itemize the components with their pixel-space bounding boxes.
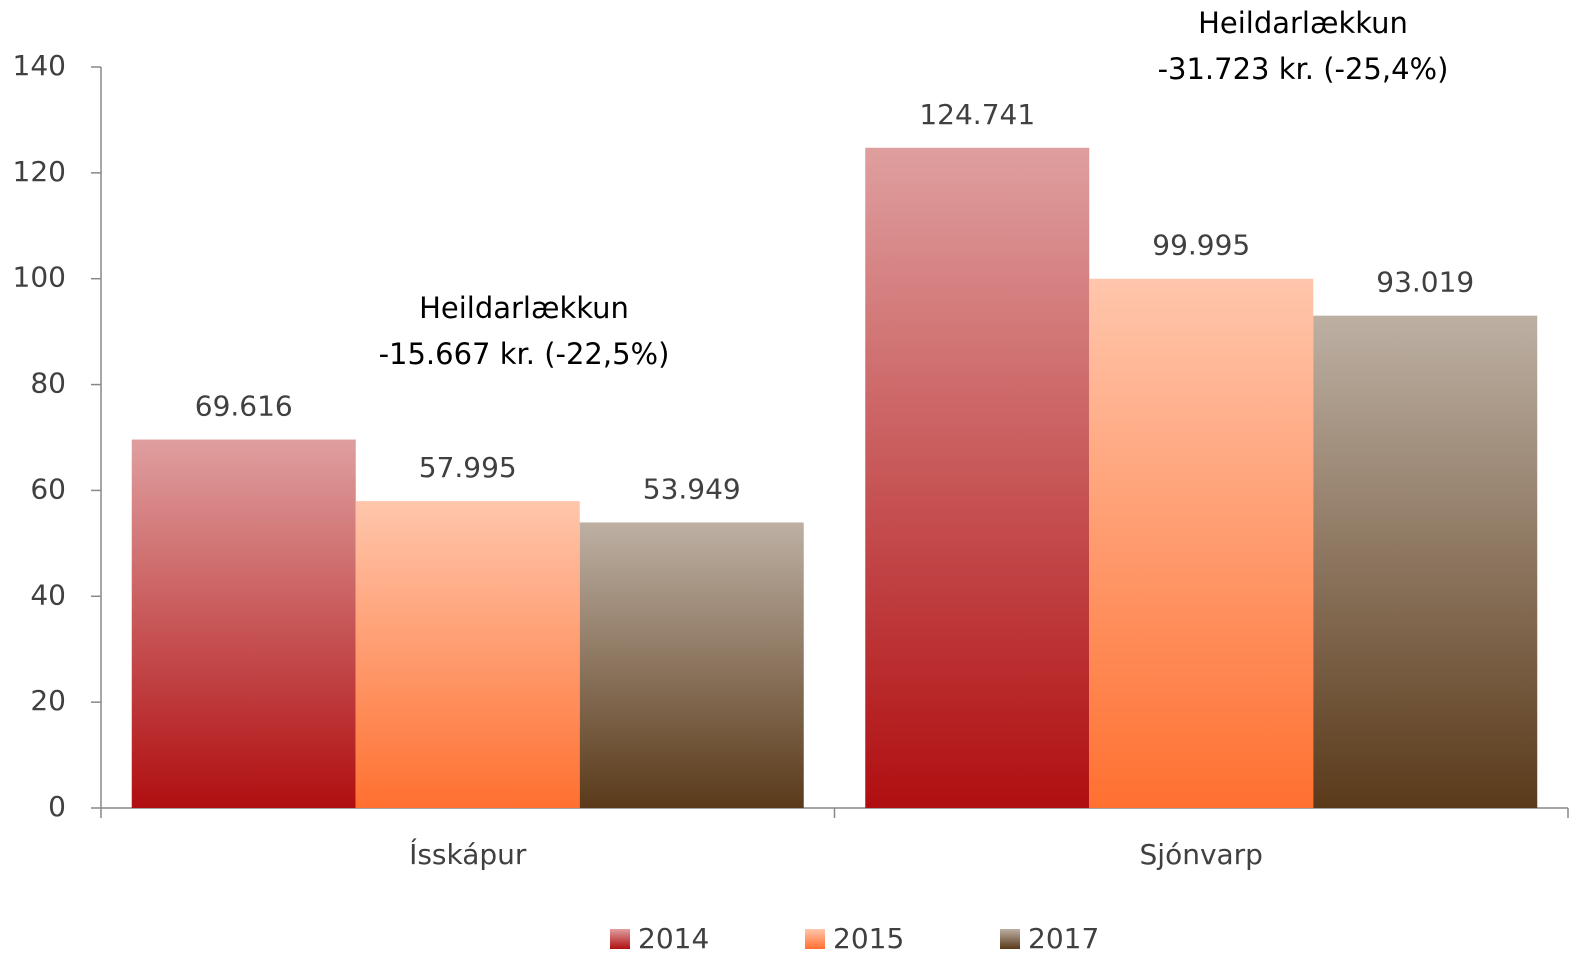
legend-label: 2014	[638, 922, 709, 955]
data-label: 53.949	[643, 472, 741, 505]
legend-swatch	[805, 929, 825, 949]
data-label: 69.616	[195, 390, 293, 423]
x-tick-label: Sjónvarp	[1140, 838, 1263, 871]
annotation: -31.723 kr. (-25,4%)	[1158, 52, 1449, 86]
annotation: Heildarlækkun	[1198, 6, 1408, 40]
data-label: 57.995	[419, 451, 517, 484]
y-tick-label: 100	[13, 261, 66, 294]
bar	[1313, 315, 1538, 808]
bar	[1089, 278, 1314, 809]
legend-swatch	[1000, 929, 1020, 949]
bar	[131, 439, 356, 808]
legend-swatch	[610, 929, 630, 949]
y-tick-label: 0	[48, 790, 66, 823]
data-label: 99.995	[1152, 229, 1250, 262]
annotation: Heildarlækkun	[419, 291, 629, 325]
data-label: 93.019	[1376, 266, 1474, 299]
y-tick-label: 60	[30, 472, 66, 505]
bar	[865, 147, 1090, 809]
y-tick-label: 120	[13, 155, 66, 188]
x-tick-label: Ísskápur	[409, 837, 527, 871]
y-tick-label: 40	[30, 578, 66, 611]
y-tick-label: 80	[30, 367, 66, 400]
y-tick-label: 20	[30, 684, 66, 717]
y-tick-label: 140	[13, 49, 66, 82]
data-label: 124.741	[919, 98, 1035, 131]
bar	[579, 522, 804, 808]
legend-label: 2017	[1028, 922, 1099, 955]
bar	[355, 501, 580, 808]
legend-label: 2015	[833, 922, 904, 955]
annotation: -15.667 kr. (-22,5%)	[379, 337, 670, 371]
